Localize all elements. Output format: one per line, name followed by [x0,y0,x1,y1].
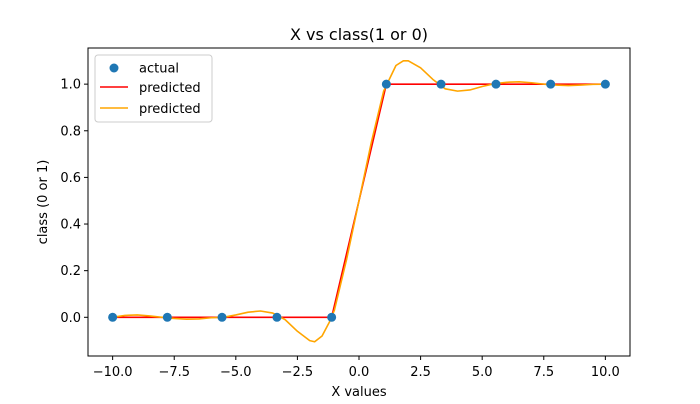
legend-actual-marker [109,63,119,73]
y-tick-label: 0.4 [60,218,81,233]
y-tick-label: 0.8 [60,124,81,139]
predicted-orange-curve [112,60,606,343]
y-tick-label: 0.6 [60,171,81,186]
x-tick-label: −5.0 [220,365,252,380]
plot-layer [108,60,610,343]
y-tick-label: 0.0 [60,311,81,326]
legend-predicted-red-label: predicted [139,81,201,96]
actual-point [491,79,501,89]
tick-layer: −10.0 −7.5 −5.0 −2.5 0.0 2.5 5.0 7.5 10.0 0.0 0.2 0… [60,78,620,380]
y-tick-label: 1.0 [60,78,81,93]
legend: actual predicted predicted [94,54,213,123]
actual-point [436,79,446,89]
legend-predicted-orange-label: predicted [139,102,201,117]
actual-point [108,312,118,322]
actual-point [272,312,282,322]
chart-title: X vs class(1 or 0) [290,25,428,44]
x-tick-label: −2.5 [282,365,314,380]
x-tick-label: 10.0 [591,365,620,380]
x-tick-label: 7.5 [533,365,554,380]
x-tick-label: 2.5 [410,365,431,380]
x-axis-label: X values [331,385,387,400]
actual-point [381,79,391,89]
legend-box [94,54,213,123]
y-axis-label: class (0 or 1) [36,160,51,245]
actual-point [162,312,172,322]
y-tick-label: 0.2 [60,264,81,279]
x-tick-label: 5.0 [472,365,493,380]
actual-point [546,79,556,89]
legend-actual-label: actual [139,62,179,77]
actual-point [327,312,337,322]
x-tick-label: −10.0 [93,365,133,380]
x-tick-label: −7.5 [158,365,190,380]
actual-point [600,79,610,89]
x-tick-label: 0.0 [349,365,370,380]
actual-point [217,312,227,322]
